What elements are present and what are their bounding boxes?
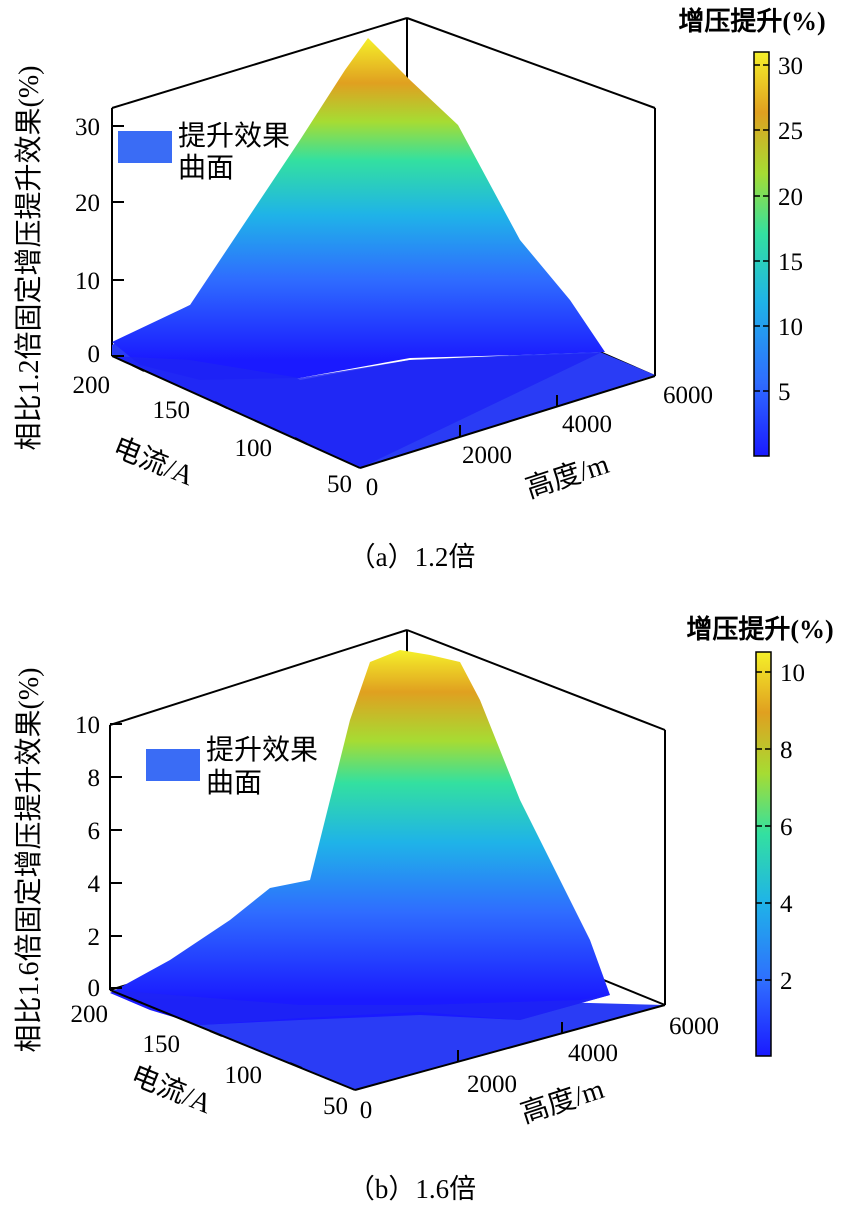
panel-b-ztick-5: 10 bbox=[75, 712, 100, 739]
panel-a-axes bbox=[111, 355, 656, 469]
panel-a-caption: （a）1.2倍 bbox=[349, 542, 476, 572]
panel-a-cbtick-1: 25 bbox=[778, 118, 803, 145]
panel-b-xtick-0: 0 bbox=[360, 1097, 373, 1124]
panel-a-ytick-0: 200 bbox=[73, 372, 111, 399]
panel-b-ztick-0: 0 bbox=[88, 975, 101, 1002]
panel-a-ztick-1: 10 bbox=[75, 268, 100, 295]
panel-b-zticks: 0 2 4 6 8 10 bbox=[75, 712, 122, 1002]
panel-a-xtick-1: 2000 bbox=[462, 442, 512, 469]
panel-a-zticks: 0 10 20 30 bbox=[75, 114, 124, 368]
panel-a-colorbar-bar bbox=[753, 51, 770, 457]
surface-a-main bbox=[112, 38, 605, 380]
panel-a-colorbar: 增压提升(%) 30 25 20 15 10 5 bbox=[678, 6, 826, 457]
panel-b-legend-swatch bbox=[146, 749, 200, 781]
panel-a-ztick-2: 20 bbox=[75, 190, 100, 217]
panel-a-cbtick-5: 5 bbox=[778, 379, 791, 406]
panel-a-ylabel: 电流/A bbox=[108, 431, 199, 492]
panel-a-ytick-1: 150 bbox=[153, 397, 191, 424]
panel-b-xtick-1: 2000 bbox=[467, 1071, 517, 1098]
panel-b-cbtick-4: 2 bbox=[780, 968, 793, 995]
panel-b-legend-line2: 曲面 bbox=[206, 768, 262, 799]
panel-a-colorbar-title: 增压提升(%) bbox=[678, 6, 825, 36]
panel-a: 0 10 20 30 200 150 100 50 0 2000 4000 60… bbox=[13, 6, 826, 572]
panel-b-ztick-1: 2 bbox=[88, 924, 101, 951]
panel-b-xtick-2: 4000 bbox=[568, 1040, 618, 1067]
panel-a-xtick-2: 4000 bbox=[562, 411, 612, 438]
panel-a-cbtick-4: 10 bbox=[778, 314, 803, 341]
panel-a-ytick-2: 100 bbox=[235, 435, 273, 462]
panel-b-ztick-4: 8 bbox=[88, 765, 101, 792]
panel-b-ytick-3: 50 bbox=[323, 1093, 348, 1120]
panel-a-surface bbox=[112, 38, 655, 468]
panel-a-ztick-0: 0 bbox=[88, 341, 101, 368]
surface-a-front bbox=[112, 353, 600, 468]
panel-b-colorbar: 增压提升(%) 10 8 6 4 2 bbox=[686, 614, 834, 1057]
panel-b-ytick-2: 100 bbox=[225, 1062, 263, 1089]
panel-a-zlabel: 相比1.2倍固定增压提升效果(%) bbox=[13, 66, 45, 451]
panel-b-colorbar-title: 增压提升(%) bbox=[686, 614, 833, 644]
panel-b-caption: （b）1.6倍 bbox=[348, 1174, 476, 1204]
panel-a-ztick-3: 30 bbox=[75, 114, 100, 141]
panel-b-cbtick-2: 6 bbox=[780, 814, 793, 841]
panel-a-legend: 提升效果 曲面 bbox=[118, 120, 290, 184]
panel-b-ztick-3: 6 bbox=[88, 818, 101, 845]
panel-b-legend-line1: 提升效果 bbox=[206, 734, 318, 766]
panel-b: 0 2 4 6 8 10 200 150 100 50 0 2000 4000 … bbox=[13, 614, 834, 1204]
panel-b-ytick-1: 150 bbox=[143, 1031, 181, 1058]
panel-b-surface bbox=[110, 650, 665, 1090]
panel-b-axes bbox=[109, 989, 666, 1091]
panel-a-xlabel: 高度/m bbox=[522, 448, 613, 505]
panel-b-yticks: 200 150 100 50 bbox=[71, 997, 348, 1120]
panel-a-xtick-3: 6000 bbox=[663, 382, 713, 409]
panel-b-xtick-3: 6000 bbox=[669, 1013, 719, 1040]
surface-b-front bbox=[110, 990, 610, 1025]
panel-a-yticks: 200 150 100 50 bbox=[73, 364, 352, 498]
panel-a-cbtick-2: 20 bbox=[778, 184, 803, 211]
panel-b-ylabel: 电流/A bbox=[126, 1059, 217, 1120]
panel-b-ztick-2: 4 bbox=[88, 871, 101, 898]
panel-a-xticks: 0 2000 4000 6000 bbox=[366, 382, 713, 501]
panel-b-colorbar-bar bbox=[755, 651, 772, 1057]
panel-b-cbtick-1: 8 bbox=[780, 737, 793, 764]
panel-b-cbtick-3: 4 bbox=[780, 891, 793, 918]
panel-b-ytick-0: 200 bbox=[71, 1001, 109, 1028]
panel-a-ytick-3: 50 bbox=[327, 471, 352, 498]
panel-a-xtick-0: 0 bbox=[366, 474, 379, 501]
panel-b-xticks: 0 2000 4000 6000 bbox=[360, 1013, 719, 1124]
panel-a-legend-line2: 曲面 bbox=[178, 153, 234, 184]
panel-b-zlabel: 相比1.6倍固定增压提升效果(%) bbox=[13, 668, 45, 1053]
panel-a-cbtick-3: 15 bbox=[778, 249, 803, 276]
panel-b-legend: 提升效果 曲面 bbox=[146, 734, 318, 799]
surface-b-main bbox=[110, 650, 610, 1025]
panel-b-xlabel: 高度/m bbox=[517, 1073, 608, 1130]
panel-a-legend-swatch bbox=[118, 131, 172, 163]
panel-b-cbtick-0: 10 bbox=[780, 660, 805, 687]
panel-a-legend-line1: 提升效果 bbox=[178, 120, 290, 152]
panel-a-cbtick-0: 30 bbox=[778, 53, 803, 80]
